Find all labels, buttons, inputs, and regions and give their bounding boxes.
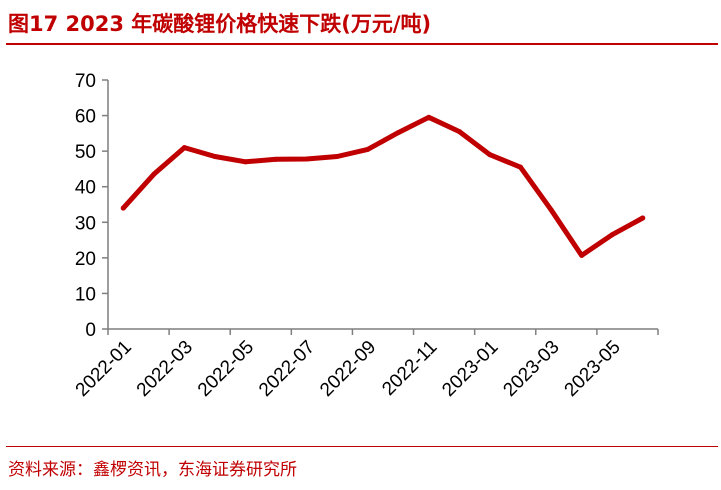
y-tick-label: 40 xyxy=(75,178,96,199)
data-point xyxy=(609,232,615,238)
y-axis: 0 10 20 30 40 50 60 70 xyxy=(75,71,109,341)
data-point xyxy=(334,153,340,159)
x-tick-label: 2022-03 xyxy=(133,337,197,401)
figure-title: 图17 2023 年碳酸锂价格快速下跌(万元/吨) xyxy=(8,12,432,36)
data-point xyxy=(273,156,279,162)
data-point xyxy=(151,171,157,177)
x-tick-label: 2023-01 xyxy=(438,337,502,401)
x-axis: 2022-012022-032022-052022-072022-092022-… xyxy=(72,328,659,401)
x-tick-label: 2023-05 xyxy=(561,337,625,401)
x-tick-label: 2022-09 xyxy=(316,337,380,401)
x-tick-label: 2023-03 xyxy=(499,337,563,401)
series-group xyxy=(120,114,646,258)
data-point xyxy=(640,215,646,221)
data-point xyxy=(212,153,218,159)
x-tick-label: 2022-01 xyxy=(72,337,136,401)
y-tick-label: 60 xyxy=(75,107,96,128)
y-tick-label: 50 xyxy=(75,142,96,163)
data-point xyxy=(181,145,187,151)
x-tick-label: 2022-07 xyxy=(255,337,319,401)
x-tick-label: 2022-05 xyxy=(194,337,258,401)
y-tick-label: 10 xyxy=(75,284,96,305)
source-divider xyxy=(6,446,718,447)
data-point xyxy=(395,130,401,136)
data-point xyxy=(120,205,126,211)
y-tick-label: 30 xyxy=(75,213,96,234)
data-point xyxy=(487,152,493,158)
data-point xyxy=(426,114,432,120)
source-note: 资料来源：鑫椤资讯，东海证券研究所 xyxy=(8,460,297,480)
data-point xyxy=(456,129,462,135)
y-tick-label: 0 xyxy=(85,320,96,341)
y-tick-label: 20 xyxy=(75,249,96,270)
data-point xyxy=(518,164,523,170)
series-line xyxy=(120,114,646,258)
data-point xyxy=(548,207,554,213)
x-tick-label: 2022-11 xyxy=(378,337,441,400)
data-point xyxy=(304,156,310,162)
data-point xyxy=(365,146,371,152)
data-point xyxy=(243,159,248,165)
title-divider xyxy=(6,43,718,45)
y-tick-label: 70 xyxy=(75,71,96,92)
data-point xyxy=(579,252,585,258)
